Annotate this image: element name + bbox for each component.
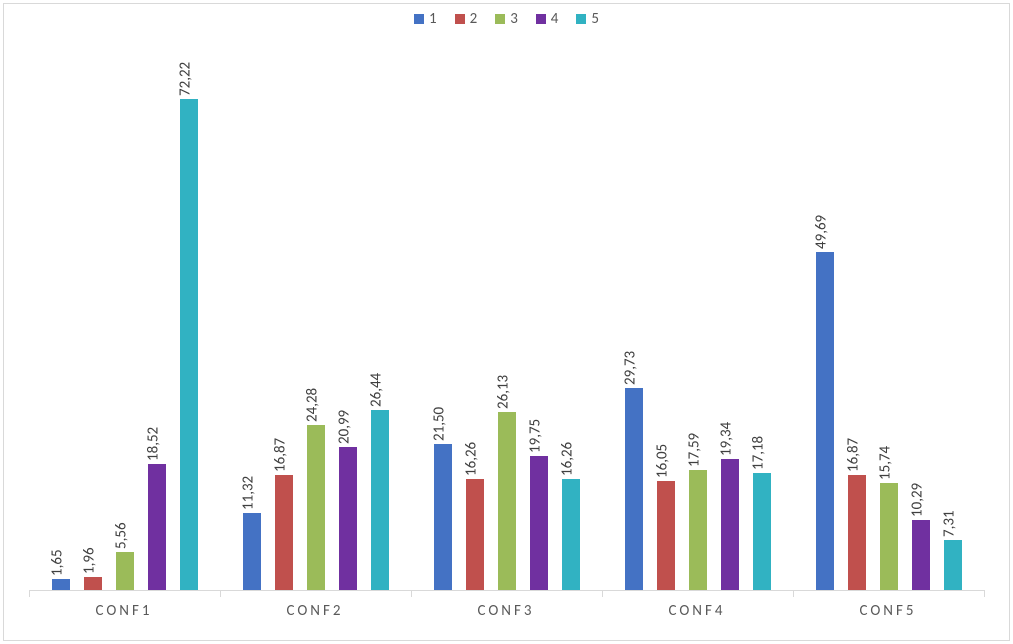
legend-items: 1 2 3 4 5 — [414, 10, 599, 28]
bar: 7,31 — [944, 540, 962, 590]
bar: 26,44 — [371, 410, 389, 590]
bar-value-label: 5,56 — [112, 523, 130, 550]
chart-container: 1 2 3 4 5 1,65 1,96 5,56 18,52 72,22 CONF1 11,32 16… — [0, 0, 1013, 644]
bar: 16,26 — [562, 479, 580, 590]
legend-item: 5 — [576, 10, 599, 28]
bar: 49,69 — [816, 252, 834, 590]
bar-value-label: 17,59 — [685, 433, 703, 467]
bar: 16,05 — [657, 481, 675, 590]
category-group: 1,651,965,5618,5272,22CONF1 — [29, 46, 220, 590]
legend: 1 2 3 4 5 — [4, 10, 1009, 29]
bar-value-label: 16,26 — [558, 442, 576, 476]
legend-item: 2 — [455, 10, 478, 28]
bar-group: 21,50 16,26 26,13 19,75 16,26 — [434, 46, 580, 590]
chart-frame: 1 2 3 4 5 1,65 1,96 5,56 18,52 72,22 CONF1 11,32 16… — [3, 3, 1010, 641]
bar-value-label: 20,99 — [335, 410, 353, 444]
bar: 15,74 — [880, 483, 898, 590]
category-group: 29,7316,0517,5919,3417,18CONF4 — [602, 46, 793, 590]
bar-value-label: 19,34 — [717, 421, 735, 455]
legend-item: 3 — [495, 10, 518, 28]
bar-value-label: 7,31 — [940, 511, 958, 538]
legend-label: 1 — [429, 10, 437, 28]
bar: 11,32 — [243, 513, 261, 590]
bar: 18,52 — [148, 464, 166, 590]
bar-value-label: 24,28 — [303, 388, 321, 422]
legend-swatch — [455, 14, 465, 24]
bar: 1,65 — [52, 579, 70, 590]
bar: 5,56 — [116, 552, 134, 590]
bar: 19,34 — [721, 459, 739, 591]
bar-value-label: 1,96 — [80, 547, 98, 574]
axis-tick — [220, 590, 221, 597]
bar: 21,50 — [434, 444, 452, 590]
bar-value-label: 17,18 — [749, 436, 767, 470]
bar: 16,87 — [848, 475, 866, 590]
bar: 24,28 — [307, 425, 325, 590]
x-axis-line — [29, 590, 984, 591]
bar: 20,99 — [339, 447, 357, 590]
bar-value-label: 18,52 — [144, 427, 162, 461]
category-group: 11,3216,8724,2820,9926,44CONF2 — [220, 46, 411, 590]
bar: 72,22 — [180, 99, 198, 590]
bar-value-label: 16,05 — [653, 444, 671, 478]
bar-value-label: 10,29 — [908, 483, 926, 517]
legend-label: 2 — [470, 10, 478, 28]
legend-label: 3 — [510, 10, 518, 28]
category-label: CONF5 — [793, 602, 983, 620]
bar: 19,75 — [530, 456, 548, 590]
category-label: CONF1 — [29, 602, 219, 620]
bar: 17,59 — [689, 470, 707, 590]
legend-swatch — [414, 14, 424, 24]
categories: 1,651,965,5618,5272,22CONF111,3216,8724,… — [29, 46, 984, 590]
axis-tick — [793, 590, 794, 597]
bar: 1,96 — [84, 577, 102, 590]
legend-item: 1 — [414, 10, 437, 28]
axis-tick — [602, 590, 603, 597]
bar-value-label: 16,87 — [844, 438, 862, 472]
axis-tick — [411, 590, 412, 597]
legend-swatch — [536, 14, 546, 24]
bar-value-label: 72,22 — [176, 62, 194, 96]
axis-tick — [29, 590, 30, 597]
bar: 16,26 — [466, 479, 484, 590]
plot-area: 1,65 1,96 5,56 18,52 72,22 CONF1 11,32 16,87 24,… — [29, 46, 984, 640]
bar-group: 1,65 1,96 5,56 18,52 72,22 — [52, 46, 198, 590]
category-label: CONF2 — [220, 602, 410, 620]
axis-tick — [984, 590, 985, 597]
category-label: CONF4 — [602, 602, 792, 620]
bar-value-label: 19,75 — [526, 419, 544, 453]
bar-value-label: 11,32 — [239, 476, 257, 510]
bar-value-label: 26,13 — [494, 375, 512, 409]
bar-group: 29,73 16,05 17,59 19,34 17,18 — [625, 46, 771, 590]
bar-value-label: 21,50 — [430, 407, 448, 441]
bar: 16,87 — [275, 475, 293, 590]
bar-value-label: 15,74 — [876, 446, 894, 480]
legend-label: 5 — [591, 10, 599, 28]
bar-group: 49,69 16,87 15,74 10,29 7,31 — [816, 46, 962, 590]
category-label: CONF3 — [411, 602, 601, 620]
bar: 26,13 — [498, 412, 516, 590]
bar-value-label: 1,65 — [48, 549, 66, 576]
category-group: 49,6916,8715,7410,297,31CONF5 — [793, 46, 984, 590]
bar-value-label: 16,26 — [462, 442, 480, 476]
bar-value-label: 26,44 — [367, 373, 385, 407]
legend-swatch — [495, 14, 505, 24]
legend-swatch — [576, 14, 586, 24]
bar: 17,18 — [753, 473, 771, 590]
bar-value-label: 29,73 — [621, 351, 639, 385]
category-group: 21,5016,2626,1319,7516,26CONF3 — [411, 46, 602, 590]
bar-value-label: 16,87 — [271, 438, 289, 472]
bar-value-label: 49,69 — [812, 215, 830, 249]
bar: 29,73 — [625, 388, 643, 590]
bar: 10,29 — [912, 520, 930, 590]
bar-group: 11,32 16,87 24,28 20,99 26,44 — [243, 46, 389, 590]
legend-label: 4 — [551, 10, 559, 28]
legend-item: 4 — [536, 10, 559, 28]
